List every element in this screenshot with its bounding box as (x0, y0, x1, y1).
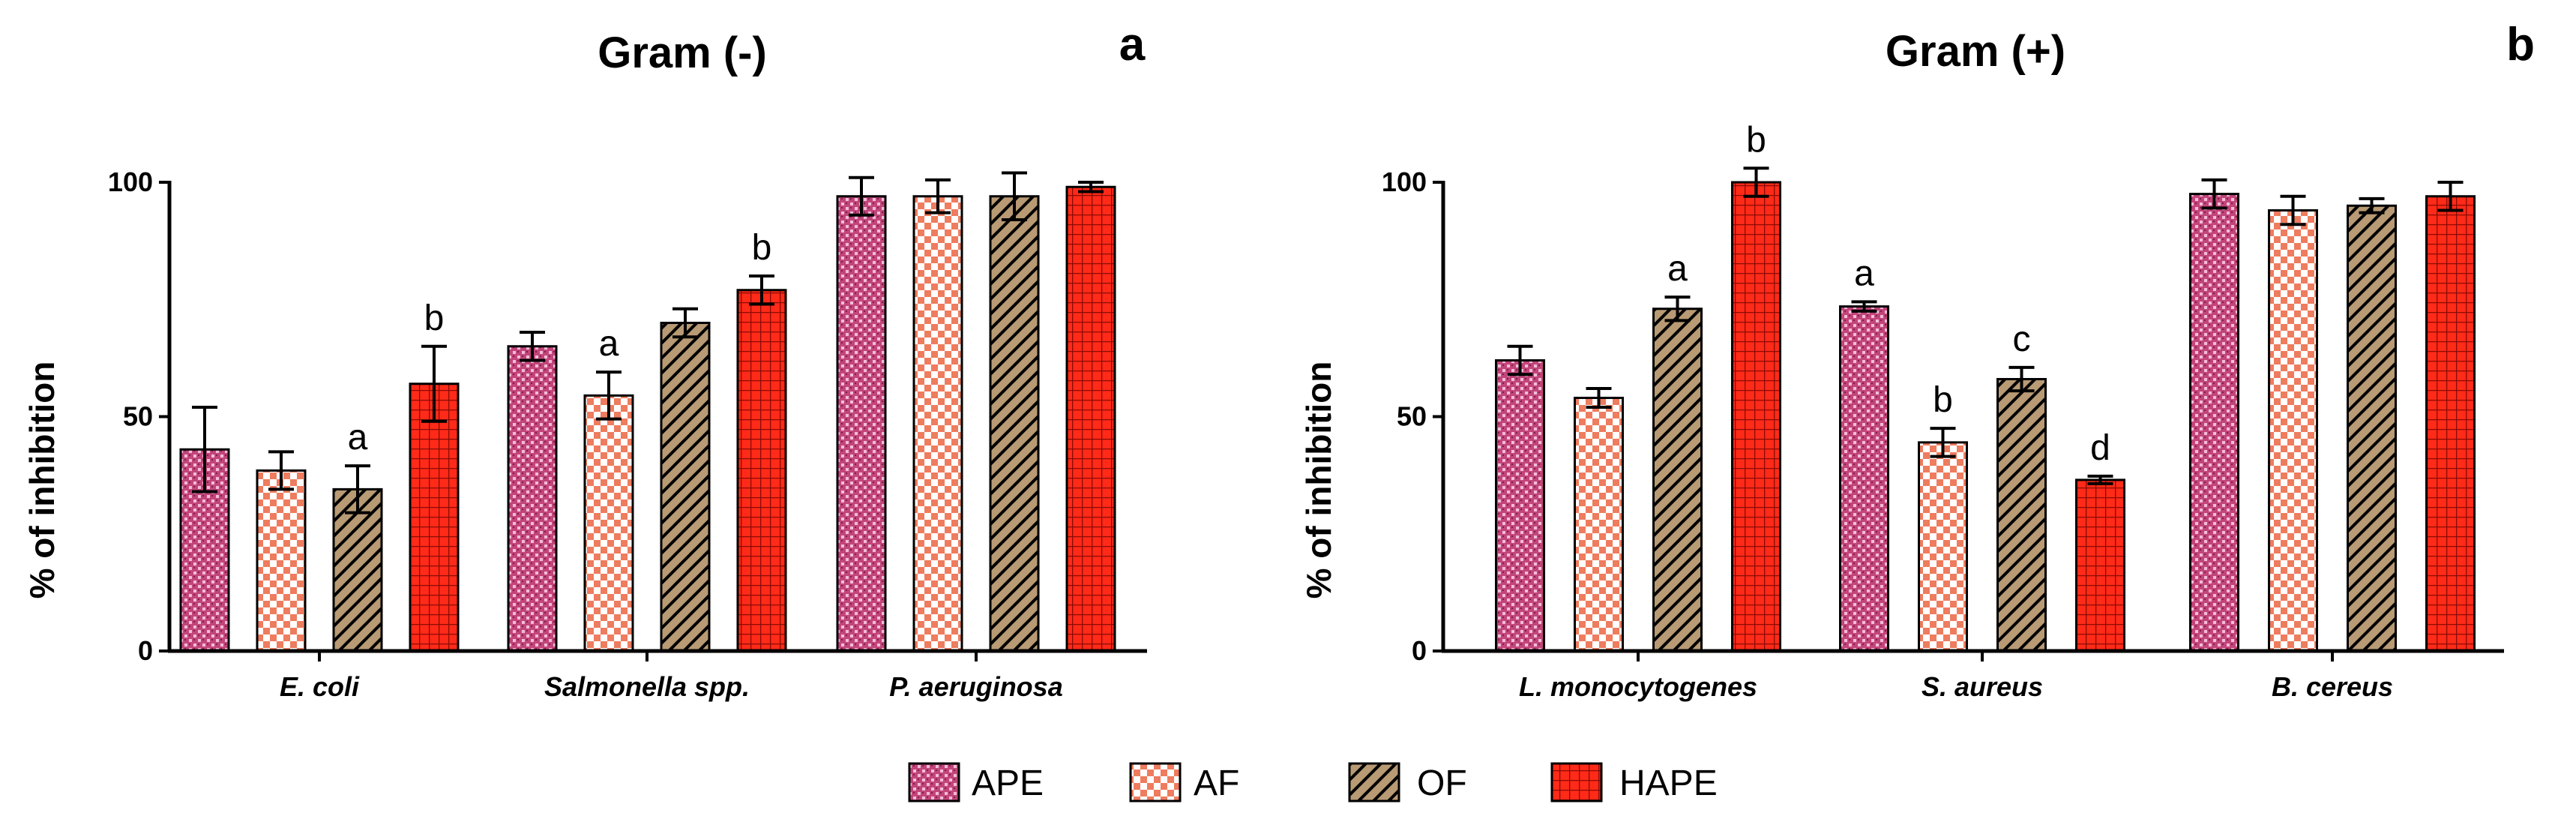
panel-a-bar-of-salmonella-spp (660, 322, 711, 652)
panel-b-error-bar-hape-s-aureus (2087, 474, 2113, 485)
panel-a-error-bar-ape-e-coli (192, 406, 217, 494)
panel-a-error-bar-hape-e-coli (421, 344, 447, 423)
panel-b-bar-af-l-monocytogenes (1574, 397, 1624, 652)
panel-a-letter: a (1119, 19, 1146, 70)
panel-a-x-tick-label-e-coli: E. coli (280, 671, 360, 702)
panel-b-bar-af-b-cereus (2268, 209, 2318, 652)
panel-b-significance-label: c (2013, 320, 2031, 359)
panel-a-bar-af-e-coli (256, 469, 307, 652)
panel-a-error-bar-hape-p-aeruginosa (1078, 181, 1104, 194)
panel-b-axes: 0 50 100 L. monocytogenes S. aureus B. cereus (1382, 166, 2504, 702)
panel-b-error-bar-ape-b-cereus (2201, 178, 2227, 210)
panel-b-significance-label: d (2090, 428, 2110, 468)
panel-a-error-bar-af-p-aeruginosa (925, 178, 951, 214)
panel-b-error-bar-of-b-cereus (2359, 196, 2385, 214)
panel-a-y-tick-label: 0 (138, 635, 153, 666)
panel-b-significance-label: b (1933, 380, 1953, 420)
panel-a-significance-label: a (348, 418, 368, 458)
panel-a-bars: a a b b (179, 171, 1116, 652)
panel-b-bar-hape-l-monocytogenes (1731, 181, 1781, 652)
panel-a-bar-af-salmonella-spp (583, 394, 634, 652)
panel-a-title: Gram (-) (598, 28, 767, 77)
panel-b-chart: Gram (+) b % of inhibition a b a c b d 0 50 100… (1299, 19, 2535, 702)
panel-b-bar-af-s-aureus (1918, 441, 1968, 652)
panel-b-x-tick-label-l-monocytogenes: L. monocytogenes (1519, 671, 1757, 702)
panel-b-error-bar-af-b-cereus (2280, 194, 2306, 226)
panel-b-error-bar-of-l-monocytogenes (1664, 296, 1691, 322)
legend-label-hape: HAPE (1619, 764, 1718, 803)
panel-b-bar-of-l-monocytogenes (1652, 308, 1703, 652)
panel-b-title: Gram (+) (1886, 27, 2065, 76)
panel-b-error-bar-ape-l-monocytogenes (1507, 344, 1533, 376)
panel-b-bar-ape-b-cereus (2189, 193, 2239, 652)
panel-b-bar-hape-s-aureus (2075, 478, 2125, 652)
legend: APE AF OF HAPE (908, 762, 1718, 803)
panel-a-bar-of-p-aeruginosa (989, 195, 1040, 652)
panel-a-chart: Gram (-) a % of inhibition a a b b 0 50 100 E.… (22, 19, 1147, 702)
panel-b-error-bar-hape-b-cereus (2437, 181, 2464, 212)
panel-a-significance-label: a (599, 324, 619, 364)
panel-a-error-bar-hape-salmonella-spp (749, 274, 774, 306)
panel-a-error-bar-ape-salmonella-spp (520, 331, 545, 362)
panel-b-error-bar-af-l-monocytogenes (1586, 387, 1612, 409)
panel-a-bar-ape-salmonella-spp (507, 345, 558, 652)
panel-b-significance-label: a (1854, 254, 1874, 293)
panel-b-y-axis-label: % of inhibition (1299, 362, 1338, 599)
legend-swatch-ape (908, 762, 960, 802)
panel-a-axes: 0 50 100 E. coli Salmonella spp. P. aeruginos… (108, 166, 1147, 702)
panel-b-error-bar-of-s-aureus (2008, 365, 2035, 393)
panel-a-error-bar-of-e-coli (345, 464, 370, 514)
panel-b-significance-label: b (1746, 120, 1766, 160)
panel-a-bar-hape-p-aeruginosa (1065, 185, 1116, 652)
panel-b-bar-of-b-cereus (2347, 204, 2397, 652)
panel-a-y-axis-label: % of inhibition (22, 362, 61, 599)
panel-b-y-tick-label: 100 (1382, 166, 1427, 197)
panel-b-bar-hape-b-cereus (2425, 195, 2476, 652)
panel-a-significance-label: b (752, 228, 772, 268)
panel-b-bars: a b a c b d (1495, 120, 2476, 652)
panel-a-error-bar-af-salmonella-spp (596, 370, 622, 421)
legend-swatch-of (1348, 762, 1400, 802)
panel-b-x-tick-label-s-aureus: S. aureus (1922, 671, 2043, 702)
panel-b-y-tick-label: 50 (1397, 401, 1427, 432)
legend-label-ape: APE (972, 764, 1044, 803)
panel-a-bar-hape-salmonella-spp (736, 289, 787, 652)
panel-a-bar-af-p-aeruginosa (912, 195, 963, 652)
panel-b-bar-ape-s-aureus (1839, 305, 1889, 652)
panel-b-x-tick-label-b-cereus: B. cereus (2272, 671, 2393, 702)
panel-b-letter: b (2506, 19, 2535, 70)
legend-label-af: AF (1194, 764, 1239, 803)
panel-a-y-tick-label: 100 (108, 166, 153, 197)
panel-a-bar-hape-e-coli (409, 382, 460, 652)
panel-b-significance-label: a (1667, 249, 1688, 289)
panel-a-x-tick-label-salmonella-spp: Salmonella spp. (544, 671, 750, 702)
panel-a-significance-label: b (424, 298, 445, 338)
panel-a-x-tick-label-p-aeruginosa: P. aeruginosa (889, 671, 1062, 702)
panel-b-error-bar-af-s-aureus (1930, 427, 1956, 458)
panel-a-error-bar-af-e-coli (268, 450, 294, 491)
panel-a-error-bar-ape-p-aeruginosa (849, 176, 874, 217)
panel-a-y-tick-label: 50 (123, 401, 153, 432)
panel-b-bar-of-s-aureus (1996, 378, 2047, 652)
panel-b-bar-ape-l-monocytogenes (1495, 359, 1545, 652)
panel-a-bar-ape-p-aeruginosa (836, 195, 887, 652)
panel-b-error-bar-ape-s-aureus (1851, 300, 1877, 313)
legend-swatch-af (1129, 762, 1182, 802)
legend-swatch-hape (1550, 762, 1603, 802)
panel-b-error-bar-hape-l-monocytogenes (1743, 166, 1769, 198)
panel-b-y-tick-label: 0 (1412, 635, 1427, 666)
panel-a-error-bar-of-salmonella-spp (672, 307, 698, 339)
panel-a-error-bar-of-p-aeruginosa (1002, 171, 1027, 221)
legend-label-of: OF (1417, 764, 1467, 803)
